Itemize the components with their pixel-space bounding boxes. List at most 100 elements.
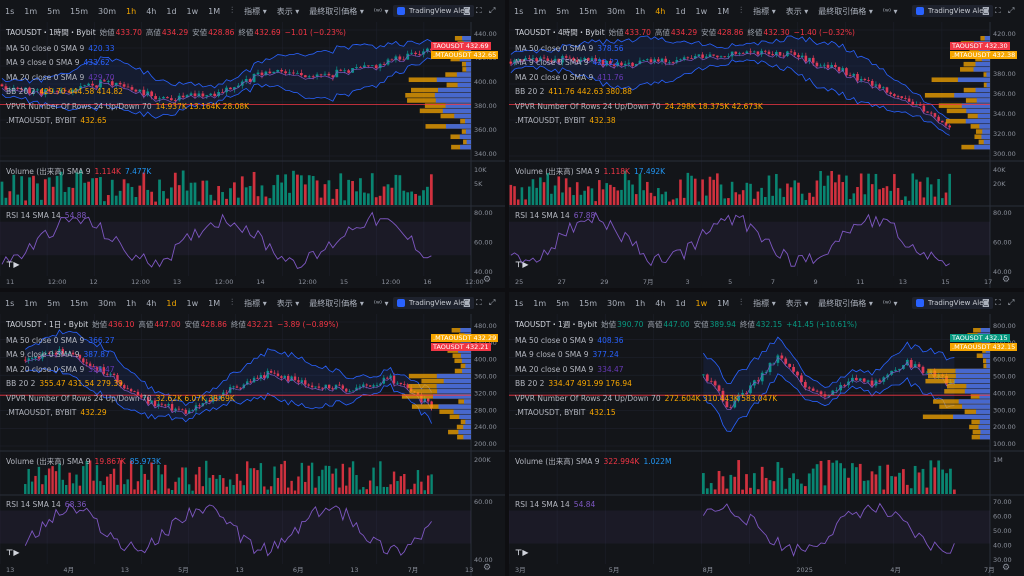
compare-menu[interactable]: ⁽ʷ⁾ ▾ bbox=[882, 6, 898, 16]
timeframe-1M-button[interactable]: 1M bbox=[208, 298, 221, 308]
timeframe-1s-button[interactable]: 1s bbox=[514, 6, 524, 16]
timeframe-1s-button[interactable]: 1s bbox=[5, 298, 15, 308]
rsi-legend[interactable]: RSI 14 SMA 14 67.88 bbox=[515, 211, 595, 220]
indicator-legend-row[interactable]: MA 50 close 0 SMA 9 420.33 bbox=[6, 44, 350, 53]
tradingview-alert-button[interactable]: TradingView Alert bbox=[393, 5, 475, 17]
camera-icon[interactable]: ◙ bbox=[463, 298, 471, 307]
timeframe-4h-button[interactable]: 4h bbox=[655, 6, 666, 16]
volume-legend[interactable]: Volume (出来高) SMA 9 1.118K 17.492K bbox=[515, 166, 665, 177]
indicators-menu[interactable]: 指標 ▾ bbox=[244, 298, 267, 308]
timeframe-1M-button[interactable]: 1M bbox=[717, 298, 730, 308]
expand-icon[interactable]: ⤢ bbox=[489, 298, 496, 307]
timeframe-15m-button[interactable]: 15m bbox=[70, 298, 89, 308]
timeframe-30m-button[interactable]: 30m bbox=[607, 298, 626, 308]
view-menu[interactable]: 表示 ▾ bbox=[785, 298, 809, 308]
symbol-title[interactable]: TAOUSDT・1日・Bybit bbox=[6, 320, 89, 329]
chart-canvas[interactable]: 440.00420.00400.00380.00360.00340.0010K5… bbox=[0, 22, 505, 288]
indicator-legend-row[interactable]: MA 50 close 0 SMA 9 366.27 bbox=[6, 336, 343, 345]
indicator-legend-row[interactable]: BB 20 2 429.70 444.58 414.82 bbox=[6, 87, 350, 96]
camera-icon[interactable]: ◙ bbox=[982, 6, 990, 15]
chart-panel-1h[interactable]: 1s 1m 5m 15m 30m 1h 4h 1d 1w 1M ⫶ 指標 ▾ 表示 ▾ 最終取引価格 ▾ ⁽… bbox=[0, 0, 505, 288]
indicators-menu[interactable]: 指標 ▾ bbox=[753, 6, 776, 16]
volume-legend[interactable]: Volume (出来高) SMA 9 322.994K 1.022M bbox=[515, 456, 671, 467]
indicator-legend-row[interactable]: VPVR Number Of Rows 24 Up/Down 70 272.604… bbox=[515, 394, 861, 403]
camera-icon[interactable]: ◙ bbox=[463, 6, 471, 15]
timeframe-15m-button[interactable]: 15m bbox=[579, 6, 598, 16]
chart-canvas[interactable]: 800.00 700.00 600.00 500.00 400.00 300.00 200.… bbox=[509, 314, 1024, 576]
timeframe-4h-button[interactable]: 4h bbox=[146, 298, 157, 308]
timeframe-1m-button[interactable]: 1m bbox=[24, 6, 38, 16]
timeframe-1d-button[interactable]: 1d bbox=[166, 6, 177, 16]
indicator-legend-row[interactable]: .MTAOUSDT, BYBIT 432.38 bbox=[515, 116, 859, 125]
compare-menu[interactable]: ⁽ʷ⁾ ▾ bbox=[882, 298, 898, 308]
view-menu[interactable]: 表示 ▾ bbox=[276, 298, 300, 308]
indicator-legend-row[interactable]: MA 9 close 0 SMA 9 433.62 bbox=[6, 58, 350, 67]
tradingview-alert-button[interactable]: TradingView Alert bbox=[912, 5, 994, 17]
timeframe-1h-button[interactable]: 1h bbox=[126, 6, 137, 16]
tradingview-alert-button[interactable]: TradingView Alert bbox=[912, 297, 994, 309]
timeframe-4h-button[interactable]: 4h bbox=[146, 6, 157, 16]
timeframe-15m-button[interactable]: 15m bbox=[579, 298, 598, 308]
indicator-legend-row[interactable]: MA 20 close 0 SMA 9 411.76 bbox=[515, 73, 859, 82]
fullscreen-icon[interactable]: ⛶ bbox=[476, 298, 482, 307]
rsi-legend[interactable]: RSI 14 SMA 14 54.88 bbox=[6, 211, 86, 220]
indicator-legend-row[interactable]: BB 20 2 411.76 442.63 380.88 bbox=[515, 87, 859, 96]
timeframe-1m-button[interactable]: 1m bbox=[533, 6, 547, 16]
timeframe-1h-button[interactable]: 1h bbox=[126, 298, 137, 308]
symbol-title[interactable]: TAOUSDT・1時間・Bybit bbox=[6, 28, 96, 37]
timeframe-5m-button[interactable]: 5m bbox=[556, 298, 570, 308]
timeframe-1d-button[interactable]: 1d bbox=[675, 298, 686, 308]
timeframe-1s-button[interactable]: 1s bbox=[5, 6, 15, 16]
indicator-legend-row[interactable]: MA 20 close 0 SMA 9 355.47 bbox=[6, 365, 343, 374]
indicator-legend-row[interactable]: VPVR Number Of Rows 24 Up/Down 70 24.298K… bbox=[515, 102, 859, 111]
fullscreen-icon[interactable]: ⛶ bbox=[476, 6, 482, 15]
price-source-menu[interactable]: 最終取引価格 ▾ bbox=[818, 298, 873, 308]
timeframe-5m-button[interactable]: 5m bbox=[47, 298, 61, 308]
timeframe-5m-button[interactable]: 5m bbox=[556, 6, 570, 16]
timeframe-1h-button[interactable]: 1h bbox=[635, 298, 646, 308]
timeframe-5m-button[interactable]: 5m bbox=[47, 6, 61, 16]
chart-canvas[interactable]: 420.00400.00380.00360.00340.00320.00300.… bbox=[509, 22, 1024, 288]
price-source-menu[interactable]: 最終取引価格 ▾ bbox=[818, 6, 873, 16]
price-source-menu[interactable]: 最終取引価格 ▾ bbox=[309, 6, 364, 16]
indicators-menu[interactable]: 指標 ▾ bbox=[753, 298, 776, 308]
timeframe-1w-button[interactable]: 1w bbox=[695, 6, 708, 16]
compare-menu[interactable]: ⁽ʷ⁾ ▾ bbox=[373, 6, 389, 16]
symbol-title[interactable]: TAOUSDT・1週・Bybit bbox=[515, 320, 598, 329]
expand-icon[interactable]: ⤢ bbox=[489, 6, 496, 15]
timeframe-30m-button[interactable]: 30m bbox=[607, 6, 626, 16]
view-menu[interactable]: 表示 ▾ bbox=[785, 6, 809, 16]
expand-icon[interactable]: ⤢ bbox=[1008, 298, 1015, 307]
chart-panel-1w[interactable]: 1s 1m 5m 15m 30m 1h 4h 1d 1w 1M ⫶ 指標 ▾ 表示 ▾ 最終取引価格 ▾ ⁽… bbox=[509, 292, 1024, 576]
timeframe-1d-button[interactable]: 1d bbox=[675, 6, 686, 16]
gear-icon[interactable]: ⚙ bbox=[483, 563, 492, 573]
volume-legend[interactable]: Volume (出来高) SMA 9 1.114K 7.477K bbox=[6, 166, 151, 177]
timeframe-1s-button[interactable]: 1s bbox=[514, 298, 524, 308]
rsi-legend[interactable]: RSI 14 SMA 14 68.36 bbox=[6, 500, 86, 509]
timeframe-1w-button[interactable]: 1w bbox=[186, 6, 199, 16]
camera-icon[interactable]: ◙ bbox=[982, 298, 990, 307]
tradingview-alert-button[interactable]: TradingView Alert bbox=[393, 297, 475, 309]
indicator-legend-row[interactable]: VPVR Number Of Rows 24 Up/Down 70 14.937K… bbox=[6, 102, 350, 111]
timeframe-1w-button[interactable]: 1w bbox=[186, 298, 199, 308]
indicator-legend-row[interactable]: .MTAOUSDT, BYBIT 432.29 bbox=[6, 408, 343, 417]
timeframe-30m-button[interactable]: 30m bbox=[98, 298, 117, 308]
indicator-legend-row[interactable]: .MTAOUSDT, BYBIT 432.65 bbox=[6, 116, 350, 125]
indicator-legend-row[interactable]: MA 20 close 0 SMA 9 429.70 bbox=[6, 73, 350, 82]
rsi-legend[interactable]: RSI 14 SMA 14 54.84 bbox=[515, 500, 595, 509]
timeframe-1M-button[interactable]: 1M bbox=[717, 6, 730, 16]
fullscreen-icon[interactable]: ⛶ bbox=[995, 6, 1001, 15]
indicator-legend-row[interactable]: MA 9 close 0 SMA 9 377.24 bbox=[515, 350, 861, 359]
fullscreen-icon[interactable]: ⛶ bbox=[995, 298, 1001, 307]
gear-icon[interactable]: ⚙ bbox=[1002, 275, 1011, 285]
timeframe-1m-button[interactable]: 1m bbox=[24, 298, 38, 308]
timeframe-4h-button[interactable]: 4h bbox=[655, 298, 666, 308]
indicators-menu[interactable]: 指標 ▾ bbox=[244, 6, 267, 16]
chart-type-icon[interactable]: ⫶ bbox=[231, 298, 234, 308]
indicator-legend-row[interactable]: BB 20 2 355.47 431.54 279.39 bbox=[6, 379, 343, 388]
indicator-legend-row[interactable]: MA 50 close 0 SMA 9 378.56 bbox=[515, 44, 859, 53]
symbol-title[interactable]: TAOUSDT・4時間・Bybit bbox=[515, 28, 605, 37]
timeframe-15m-button[interactable]: 15m bbox=[70, 6, 89, 16]
gear-icon[interactable]: ⚙ bbox=[1002, 563, 1011, 573]
gear-icon[interactable]: ⚙ bbox=[483, 275, 492, 285]
